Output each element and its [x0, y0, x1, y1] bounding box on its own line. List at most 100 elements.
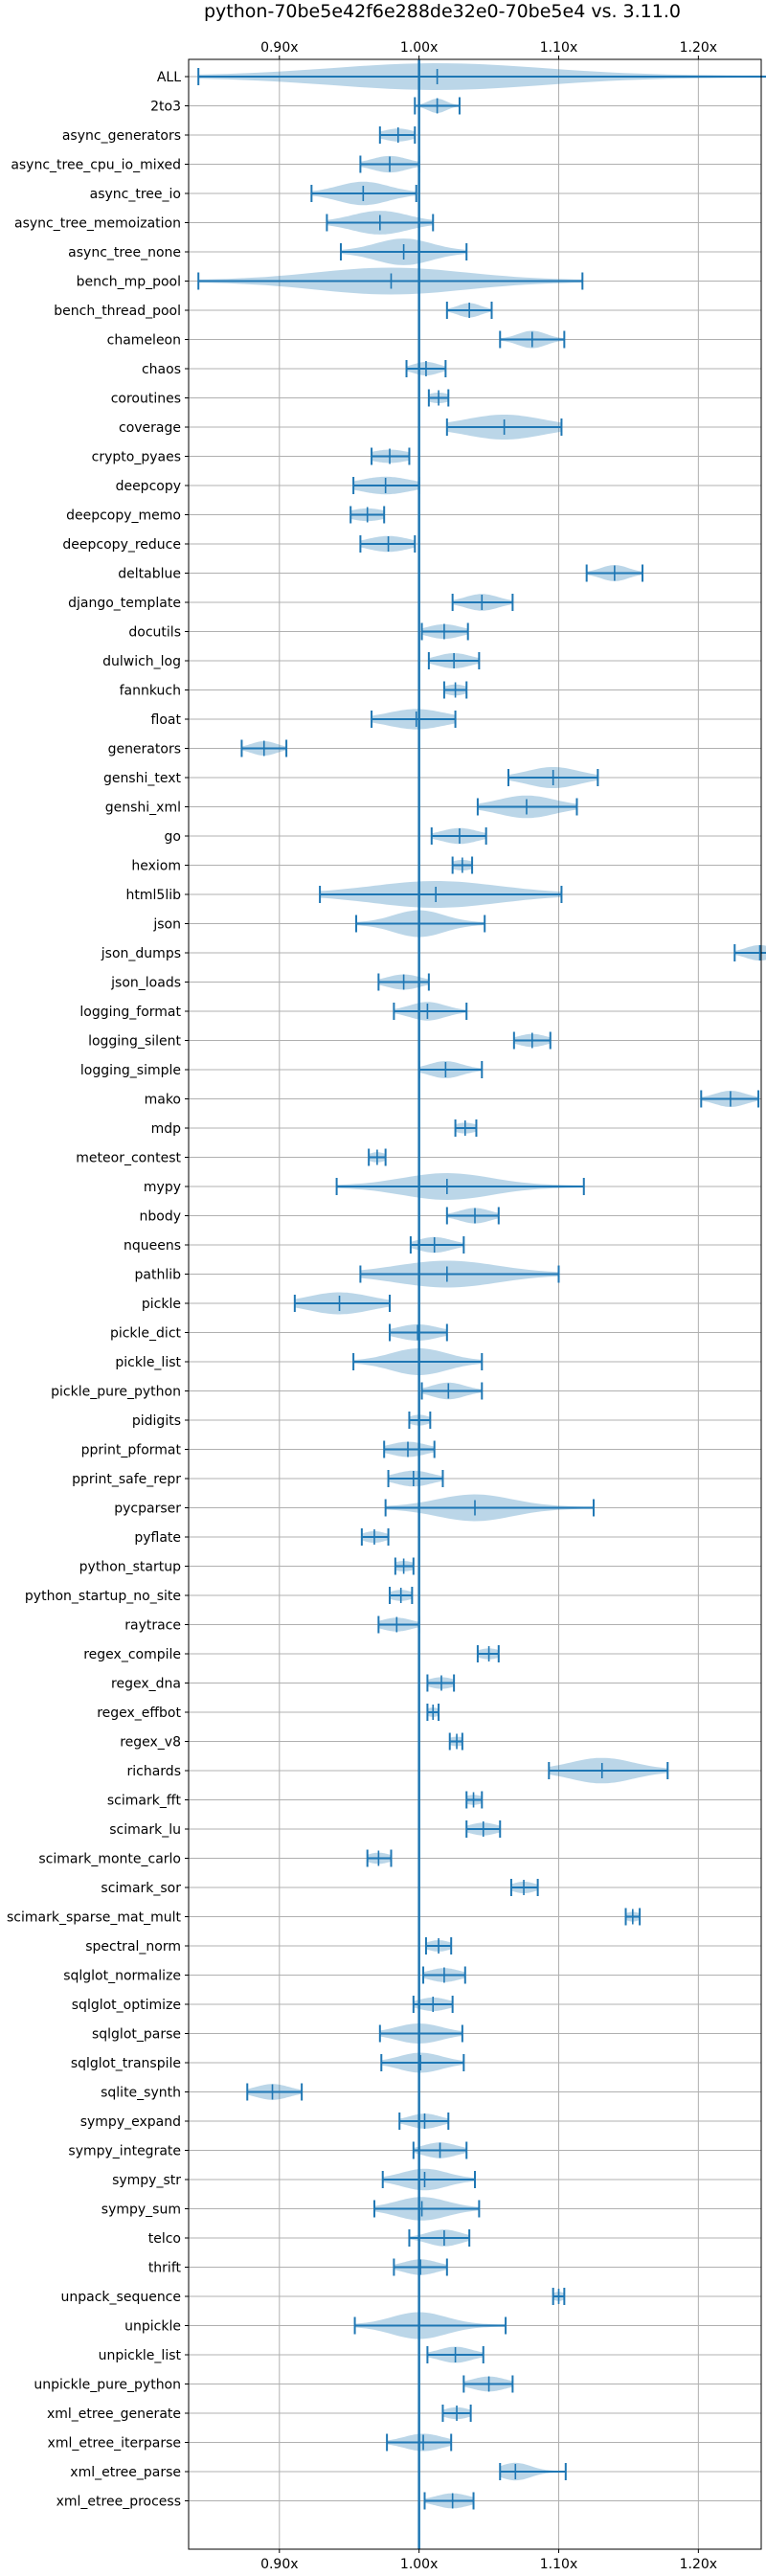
violin-nbody: [445, 1207, 500, 1225]
benchmark-label: async_tree_io: [90, 187, 181, 202]
violin-deltablue: [585, 564, 644, 582]
violin-xml_etree_iterparse: [386, 2433, 453, 2452]
benchmark-label: ALL: [157, 70, 181, 85]
benchmark-label: logging_silent: [88, 1034, 181, 1050]
violin-regex_dna: [426, 1674, 456, 1692]
benchmark-label: unpickle_list: [99, 2348, 182, 2363]
x-tick-label-bottom: 1.20x: [680, 2557, 717, 2572]
benchmark-label: deepcopy_memo: [66, 508, 181, 524]
benchmark-label: spectral_norm: [85, 1939, 181, 1955]
violin-nqueens: [409, 1236, 465, 1254]
benchmark-label: pickle_pure_python: [51, 1385, 181, 1400]
benchmark-label: scimark_monte_carlo: [38, 1852, 181, 1867]
violin-unpickle: [353, 2312, 507, 2339]
benchmark-label: unpickle: [124, 2319, 181, 2335]
benchmark-label: async_tree_memoization: [14, 216, 181, 232]
violin-thrift: [393, 2258, 448, 2276]
benchmark-label: pathlib: [135, 1268, 182, 1283]
benchmark-label: float: [151, 712, 182, 728]
violin-async_tree_none: [339, 238, 468, 265]
violin-genshi_text: [507, 767, 599, 788]
benchmark-label: pickle_list: [115, 1355, 181, 1370]
violin-xml_etree_process: [423, 2492, 475, 2510]
benchmark-label: pickle_dict: [110, 1326, 182, 1342]
violin-scimark_monte_carlo: [366, 1849, 393, 1867]
benchmark-label: html5lib: [126, 888, 182, 903]
benchmark-label: pidigits: [132, 1413, 181, 1429]
benchmark-label: unpack_sequence: [61, 2290, 181, 2305]
benchmark-label: deepcopy_reduce: [62, 537, 181, 553]
x-tick-label-top: 1.10x: [540, 40, 577, 56]
violin-json: [355, 910, 486, 938]
violin-pickle: [293, 1292, 392, 1315]
violin-xml_etree_parse: [499, 2462, 567, 2481]
violin-async_generators: [378, 126, 417, 144]
violin-pidigits: [408, 1412, 432, 1429]
benchmark-label: pyflate: [134, 1530, 181, 1546]
violin-unpack_sequence: [552, 2288, 566, 2305]
benchmark-label: async_tree_cpu_io_mixed: [11, 158, 181, 173]
violin-json_loads: [377, 973, 430, 991]
violin-deepcopy: [352, 476, 420, 495]
violin-crypto_pyaes: [371, 447, 411, 465]
benchmark-label: xml_etree_parse: [70, 2465, 181, 2480]
benchmark-label: sqlglot_optimize: [72, 1998, 181, 2013]
benchmark-label: sqlite_synth: [101, 2086, 181, 2101]
violin-richards: [548, 1757, 669, 1784]
violin-bench_thread_pool: [445, 302, 493, 319]
benchmark-label: pycparser: [114, 1502, 181, 1517]
violin-scimark_sor: [509, 1879, 539, 1896]
benchmark-label: sqlglot_transpile: [71, 2056, 181, 2071]
violin-deepcopy_reduce: [359, 535, 417, 553]
x-tick-label-bottom: 1.10x: [540, 2557, 577, 2572]
violin-layer: [197, 59, 766, 2549]
violin-html5lib: [319, 881, 563, 908]
benchmark-label: unpickle_pure_python: [34, 2378, 181, 2393]
benchmark-label: python_startup_no_site: [25, 1589, 181, 1604]
benchmark-label: chameleon: [107, 333, 181, 349]
benchmark-label: regex_compile: [83, 1647, 181, 1662]
benchmark-label: async_tree_none: [68, 245, 181, 260]
benchmark-label: scimark_lu: [109, 1822, 181, 1838]
benchmark-label: sqlglot_parse: [92, 2027, 181, 2043]
benchmark-label: go: [165, 829, 181, 845]
benchmark-label: sympy_sum: [101, 2203, 181, 2218]
violin-fannkuch: [442, 681, 468, 699]
benchmark-label: generators: [108, 742, 181, 757]
violin-telco: [408, 2229, 471, 2247]
violin-pickle_list: [352, 1348, 484, 1375]
violin-sqlglot_optimize: [412, 1996, 454, 2013]
violin-chameleon: [499, 330, 566, 349]
violin-sqlglot_parse: [378, 2023, 463, 2044]
violin-hexiom: [451, 856, 474, 874]
violin-spectral_norm: [424, 1937, 453, 1955]
violin-mako: [700, 1090, 760, 1108]
violin-sympy_expand: [398, 2113, 450, 2130]
benchmark-label: sqlglot_normalize: [63, 1969, 181, 1984]
benchmark-label: regex_effbot: [97, 1706, 181, 1721]
violin-coroutines: [427, 389, 450, 407]
violin-sqlglot_transpile: [380, 2052, 465, 2073]
benchmark-label: regex_dna: [111, 1677, 181, 1692]
benchmark-label: docutils: [128, 625, 181, 641]
benchmark-label: meteor_contest: [76, 1151, 181, 1166]
violin-regex_compile: [476, 1645, 500, 1662]
benchmark-label: chaos: [142, 362, 181, 377]
benchmark-label: json: [152, 917, 181, 933]
violin-sympy_str: [381, 2168, 476, 2191]
benchmark-label: deltablue: [118, 567, 181, 582]
violin-pathlib: [359, 1260, 560, 1288]
x-tick-label-top: 0.90x: [260, 40, 298, 56]
benchmark-label: thrift: [148, 2261, 182, 2276]
benchmark-label: json_dumps: [101, 946, 181, 961]
violin-logging_silent: [512, 1031, 552, 1050]
benchmark-label: coroutines: [111, 392, 181, 407]
benchmark-label: logging_format: [79, 1005, 181, 1020]
violin-pickle_dict: [389, 1323, 448, 1342]
benchmark-label: dulwich_log: [102, 654, 181, 669]
violin-logging_format: [393, 1002, 468, 1021]
violin-django_template: [451, 594, 514, 611]
violin-async_tree_cpu_io_mixed: [359, 155, 420, 173]
benchmark-label: json_loads: [110, 976, 181, 991]
violin-sympy_integrate: [412, 2141, 468, 2159]
